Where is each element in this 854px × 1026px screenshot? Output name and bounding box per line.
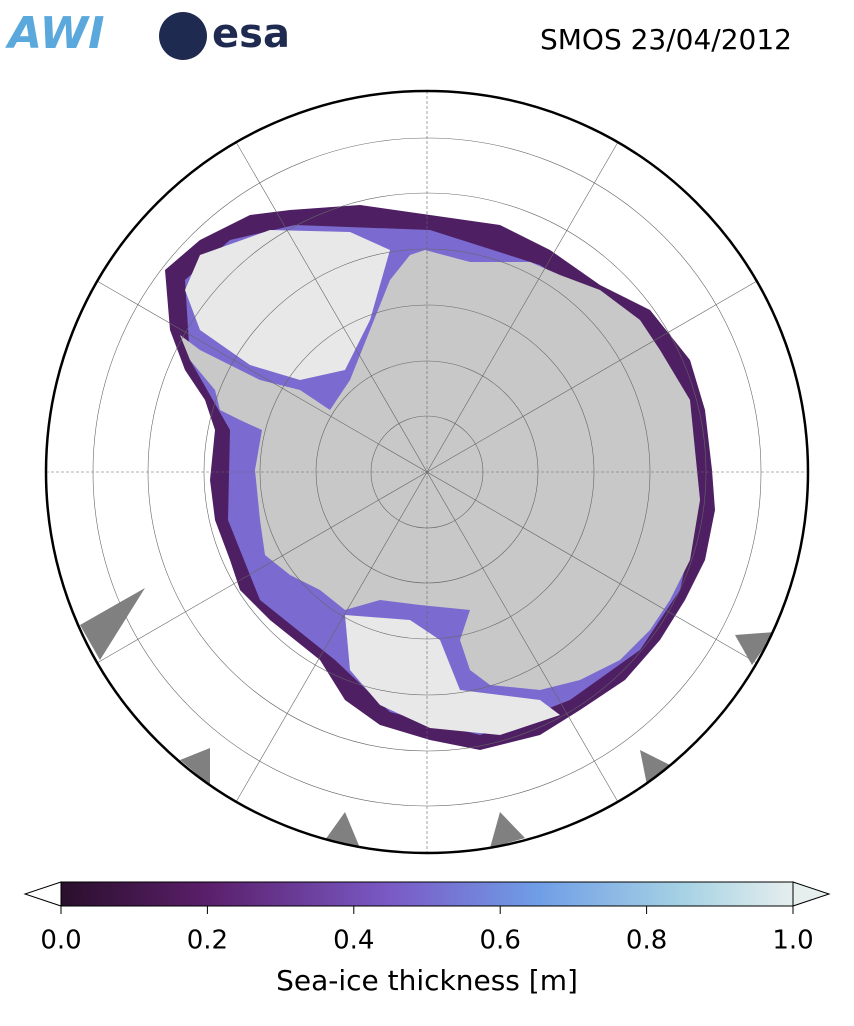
tick-label: 0.0 (40, 926, 81, 956)
tick-label: 0.2 (187, 926, 228, 956)
graticule (46, 91, 808, 853)
thick-ice (185, 230, 560, 735)
map-frame (44, 89, 810, 855)
header: AWI esa SMOS 23/04/2012 (5, 8, 792, 60)
esa-emblem (159, 12, 207, 60)
tick-label: 0.6 (480, 926, 521, 956)
esa-logo: esa (212, 11, 290, 57)
colorbar-under (23, 881, 62, 907)
colorbar-over (792, 881, 831, 907)
map (46, 91, 808, 853)
colorbar-gradient (60, 881, 794, 907)
tick-label: 1.0 (772, 926, 813, 956)
awi-logo: AWI (5, 8, 105, 59)
colorbar: Sea-ice thickness [m] 0.0 0.2 0.4 0.6 0.8 1.0 (23, 881, 831, 997)
tick-label: 0.4 (333, 926, 374, 956)
antarctica (180, 250, 700, 690)
tick-label: 0.8 (626, 926, 667, 956)
colorbar-label: Sea-ice thickness [m] (276, 964, 578, 997)
title: SMOS 23/04/2012 (540, 23, 792, 56)
land-fragments (80, 588, 775, 848)
